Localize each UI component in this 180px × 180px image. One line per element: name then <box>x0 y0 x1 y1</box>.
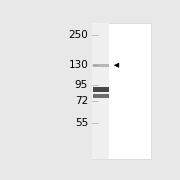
Bar <box>93 87 109 92</box>
Text: 250: 250 <box>68 30 88 40</box>
Bar <box>92 23 109 159</box>
Bar <box>92 23 151 159</box>
Bar <box>93 64 109 67</box>
Text: 95: 95 <box>75 80 88 90</box>
Text: 55: 55 <box>75 118 88 128</box>
Text: 72: 72 <box>75 96 88 106</box>
Text: 130: 130 <box>68 60 88 70</box>
Bar <box>93 94 109 98</box>
